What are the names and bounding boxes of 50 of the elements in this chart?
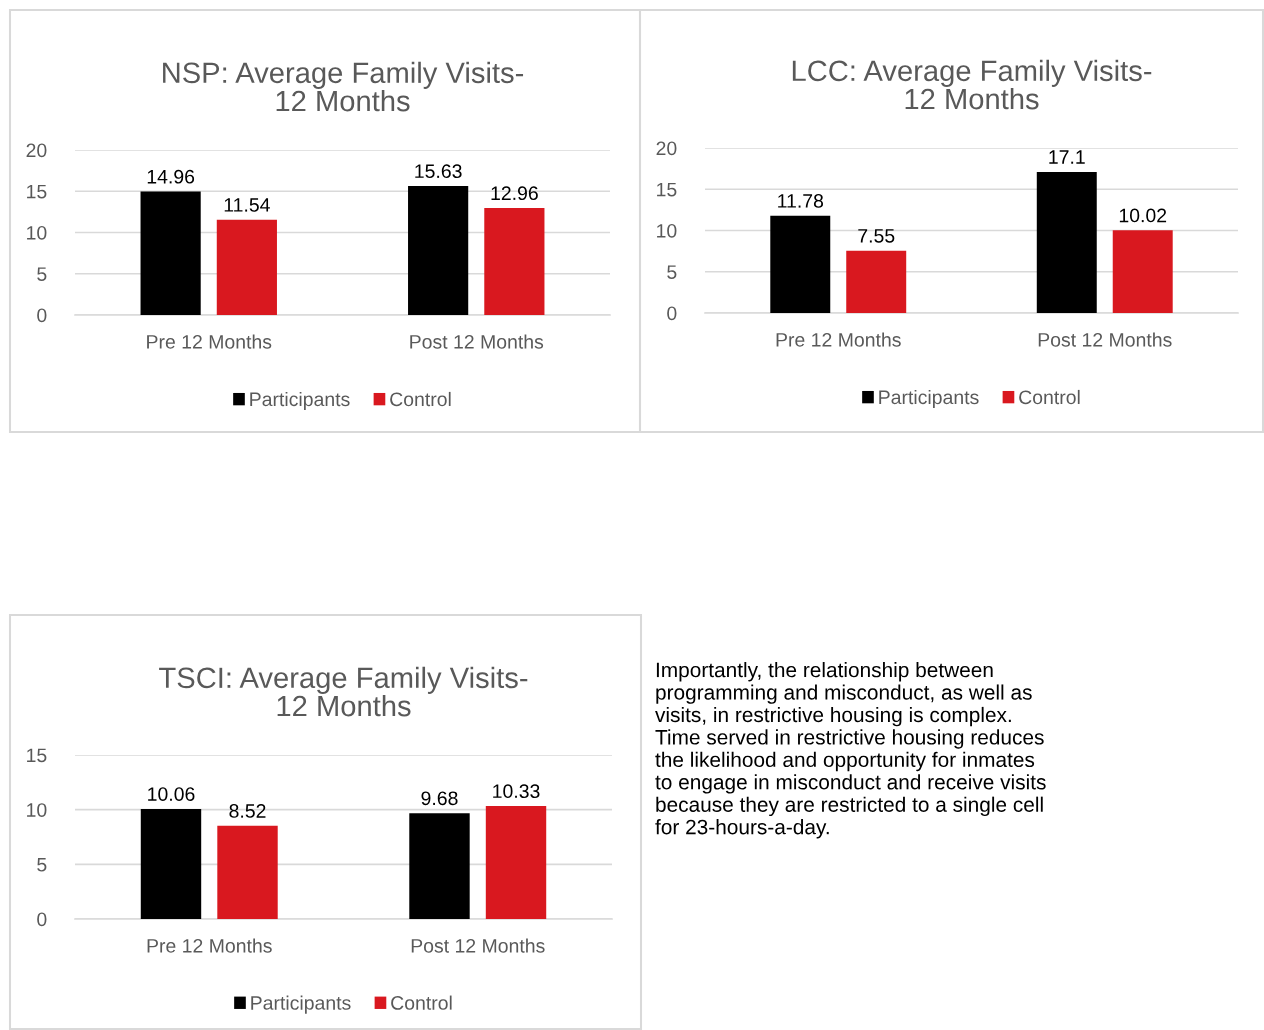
x-tick-label: Pre 12 Months [147,938,272,953]
y-tick-label: 15 [27,184,47,199]
y-tick-label: 10 [27,803,47,817]
data-label: 9.68 [421,791,458,806]
y-tick-label: 15 [27,748,47,763]
bar [216,219,277,315]
legend-label: Participants [251,995,351,1014]
y-tick-label: 0 [667,306,677,321]
data-label: 11.54 [224,198,270,212]
y-tick-label: 20 [656,141,677,156]
data-label: 10.02 [1119,208,1167,223]
bar [484,208,545,315]
data-label: 7.55 [858,229,895,243]
legend-label: Participants [250,391,350,411]
y-tick-label: 10 [27,225,47,240]
data-label: 17.1 [1049,150,1085,164]
x-tick-label: Post 12 Months [411,938,545,953]
data-label: 12.96 [491,186,538,201]
legend-label: Participants [879,389,979,409]
bar [846,250,907,313]
y-tick-label: 5 [667,265,677,279]
data-label: 15.63 [415,164,462,179]
x-tick-label: Pre 12 Months [776,332,901,347]
x-tick-label: Pre 12 Months [147,334,272,349]
data-label: 11.78 [778,194,824,208]
data-label: 10.33 [493,784,540,799]
y-tick-label: 10 [657,223,677,238]
y-tick-label: 5 [37,858,47,872]
bar [1112,230,1173,313]
x-tick-label: Post 12 Months [410,334,544,349]
bar [140,191,201,315]
text: Importantly, the relationship between programming and misconduct, as well as visits, in restrictive housing is complex. Time served in restrictive housing reduces the likelihood and opportunity for inmates to engage in misconduct and receive visits because they are restricted to a single cell for 23-hours-a-day. [655,662,1046,839]
y-tick-label: 15 [657,182,677,197]
bar [1036,171,1097,313]
legend-label: Control [1019,389,1080,405]
y-tick-label: 0 [37,308,47,323]
chart-title: LCC: Average Family Visits- 12 Months [792,59,1152,110]
legend-label: Control [390,391,451,407]
chart-title: TSCI: Average Family Visits- 12 Months [159,666,528,717]
y-tick-label: 0 [37,912,47,927]
chart-title: NSP: Average Family Visits- 12 Months [163,61,524,112]
data-label: 10.06 [148,787,195,801]
x-tick-label: Post 12 Months [1038,332,1172,347]
legend-label: Control [391,995,452,1010]
y-tick-label: 20 [26,143,47,158]
bar [408,186,469,315]
bar [770,215,831,313]
data-label: 8.52 [229,804,266,818]
y-tick-label: 5 [37,267,47,281]
data-label: 14.96 [147,169,195,184]
